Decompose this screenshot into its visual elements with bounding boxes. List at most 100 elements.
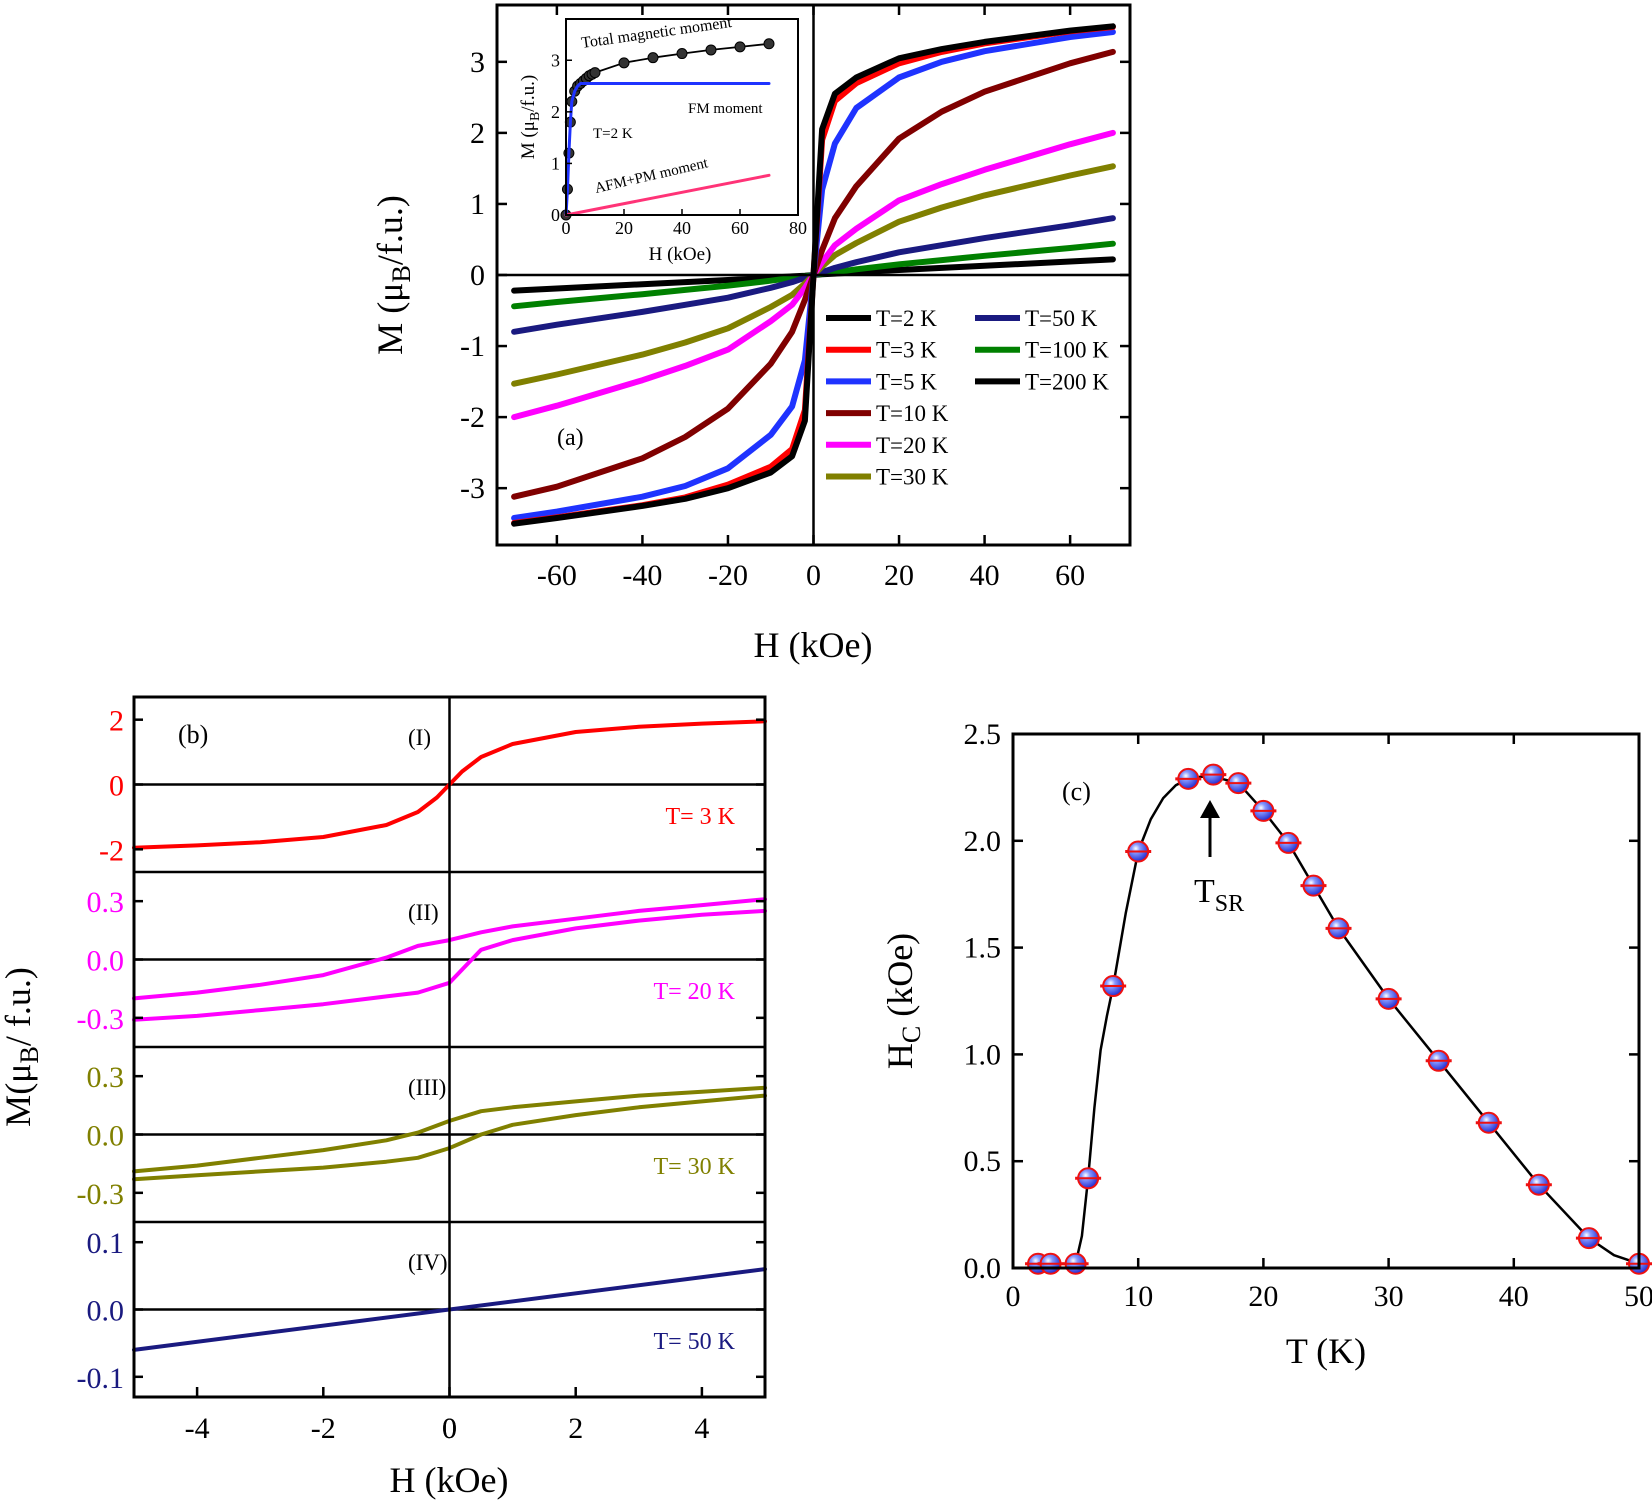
- y-tick-label: 1: [470, 188, 485, 221]
- panel-b-ticks: -2 0 2 -0.3 0.0 0.3 -0.3 0.0 0.3 -0.1 0.0 0.1 -4 -2 0 2…: [77, 705, 765, 1445]
- x-tick-label: 10: [1123, 1280, 1153, 1313]
- subpanel-y-tick-label: -2: [99, 834, 124, 867]
- x-tick-label: 50: [1624, 1280, 1652, 1313]
- subpanel-temperature: T= 20 K: [653, 979, 735, 1005]
- x-tick-label: 0: [1006, 1280, 1021, 1313]
- inset-annotation-fm: FM moment: [688, 101, 763, 117]
- inset-marker: [589, 67, 601, 79]
- panel-c-ylabel-unit: (kOe): [880, 933, 920, 1026]
- panel-c-label: (c): [1062, 777, 1091, 806]
- panel-a-label: (a): [557, 425, 584, 451]
- inset-y-tick-label: 3: [551, 50, 560, 70]
- inset-y-tick-label: 0: [551, 205, 560, 225]
- panel-c-ylabel-text: H: [880, 1043, 920, 1069]
- tsr-annotation: TSR: [1194, 800, 1244, 917]
- x-tick-label: 2: [568, 1412, 583, 1445]
- subpanel-y-tick-label: 2: [109, 705, 124, 738]
- panel-b-xlabel: H (kOe): [390, 1460, 509, 1500]
- panel-a-ylabel-sub: B: [387, 265, 416, 282]
- subpanel-y-tick-label: -0.3: [77, 1003, 125, 1036]
- subpanel-y-tick-label: 0.0: [87, 1295, 125, 1328]
- inset-x-tick-label: 20: [615, 218, 633, 238]
- subpanel-y-tick-label: 0.0: [87, 945, 125, 978]
- x-tick-label: 4: [694, 1412, 709, 1445]
- panel-c-ylabel-sub: C: [897, 1026, 926, 1043]
- panel-b-ylabel-text: M(μ: [0, 1064, 38, 1127]
- inset-x-tick-label: 0: [562, 218, 571, 238]
- y-tick-label: 3: [470, 46, 485, 79]
- subpanel-temperature: T= 50 K: [653, 1329, 735, 1355]
- subpanel-y-tick-label: 0.3: [87, 886, 125, 919]
- inset-ticks: 0 20 40 60 80 0 1 2 3: [551, 50, 807, 238]
- x-tick-label: 0: [442, 1412, 457, 1445]
- subpanel-label: (II): [408, 900, 439, 925]
- inset-x-tick-label: 80: [789, 218, 807, 238]
- x-tick-label: 30: [1374, 1280, 1404, 1313]
- tsr-label-sub: SR: [1215, 891, 1244, 917]
- inset-y-tick-label: 1: [551, 153, 560, 173]
- inset-y-tick-label: 2: [551, 102, 560, 122]
- y-tick-label: 1.5: [964, 932, 1002, 965]
- x-tick-label: -40: [622, 559, 662, 592]
- subpanel-label: (IV): [408, 1250, 448, 1275]
- inset-marker: [647, 52, 659, 64]
- y-tick-label: 1.0: [964, 1038, 1002, 1071]
- y-tick-label: -2: [460, 401, 485, 434]
- panel-c-ticks: 0 10 20 30 40 50 0.0 0.5 1.0 1.5 2.0 2.5: [964, 718, 1652, 1313]
- y-tick-label: 0.5: [964, 1145, 1002, 1178]
- y-tick-label: 0.0: [964, 1252, 1002, 1285]
- legend-entry: T=200 K: [1025, 369, 1109, 394]
- tsr-label-main: T: [1194, 873, 1215, 910]
- inset-marker: [618, 57, 630, 69]
- x-tick-label: 40: [970, 559, 1000, 592]
- panel-c-xlabel: T (K): [1286, 1331, 1366, 1371]
- subpanel-y-tick-label: 0.3: [87, 1061, 125, 1094]
- y-tick-label: 2: [470, 117, 485, 150]
- tsr-arrowhead: [1200, 800, 1220, 818]
- x-tick-label: 60: [1055, 559, 1085, 592]
- tsr-label: TSR: [1194, 873, 1244, 917]
- panel-a-legend: T=2 K T=3 K T=5 K T=10 K T=20 K T=30 K T=50 K T…: [826, 306, 1109, 490]
- y-tick-label: -1: [460, 330, 485, 363]
- x-tick-label: -2: [311, 1412, 336, 1445]
- subpanel-y-tick-label: -0.1: [77, 1362, 125, 1395]
- inset-marker: [734, 41, 746, 53]
- legend-entry: T=3 K: [876, 338, 937, 363]
- legend-entry: T=10 K: [876, 401, 949, 426]
- panel-b-ylabel-unit: / f.u.): [0, 967, 38, 1046]
- inset-x-tick-label: 40: [673, 218, 691, 238]
- panel-b-label: (b): [178, 720, 208, 749]
- panel-b-ylabel-sub: B: [15, 1046, 44, 1063]
- panel-a-xlabel: H (kOe): [754, 625, 873, 665]
- inset-ylabel-sub: B: [528, 112, 543, 121]
- inset-ylabel-unit: /f.u.): [518, 75, 539, 112]
- y-tick-label: -3: [460, 472, 485, 505]
- x-tick-label: -20: [708, 559, 748, 592]
- subpanel-y-tick-label: 0.0: [87, 1120, 125, 1153]
- subpanel-y-tick-label: -0.3: [77, 1178, 125, 1211]
- subpanel-label: (III): [408, 1075, 446, 1100]
- fit-curve: [1068, 775, 1641, 1270]
- subpanel-y-tick-label: 0.1: [87, 1227, 125, 1260]
- legend-entry: T=30 K: [876, 465, 949, 490]
- panel-a-ylabel-unit: /f.u.): [370, 195, 410, 265]
- inset-marker: [763, 38, 775, 50]
- x-tick-label: 0: [442, 1412, 457, 1445]
- inset-annotation-temp: T=2 K: [593, 126, 633, 142]
- inset-line-afm-pm-moment: [564, 173, 771, 217]
- legend-entry: T=2 K: [876, 306, 937, 331]
- panel-a-ylabel: M (μB/f.u.): [370, 195, 416, 355]
- subpanel-y-tick-label: 0: [109, 770, 124, 803]
- panel-c-ylabel: HC (kOe): [880, 933, 926, 1069]
- subpanel-label: (I): [408, 725, 431, 750]
- inset-line-fm-moment: [564, 82, 771, 217]
- legend-entry: T=50 K: [1025, 306, 1098, 331]
- y-tick-label: 2.5: [964, 718, 1002, 751]
- x-tick-label: -60: [537, 559, 577, 592]
- inset-marker: [676, 48, 688, 60]
- y-tick-label: 0: [470, 259, 485, 292]
- x-tick-label: -4: [185, 1412, 210, 1445]
- legend-entry: T=5 K: [876, 369, 937, 394]
- panel-c-frame: [1011, 732, 1641, 1270]
